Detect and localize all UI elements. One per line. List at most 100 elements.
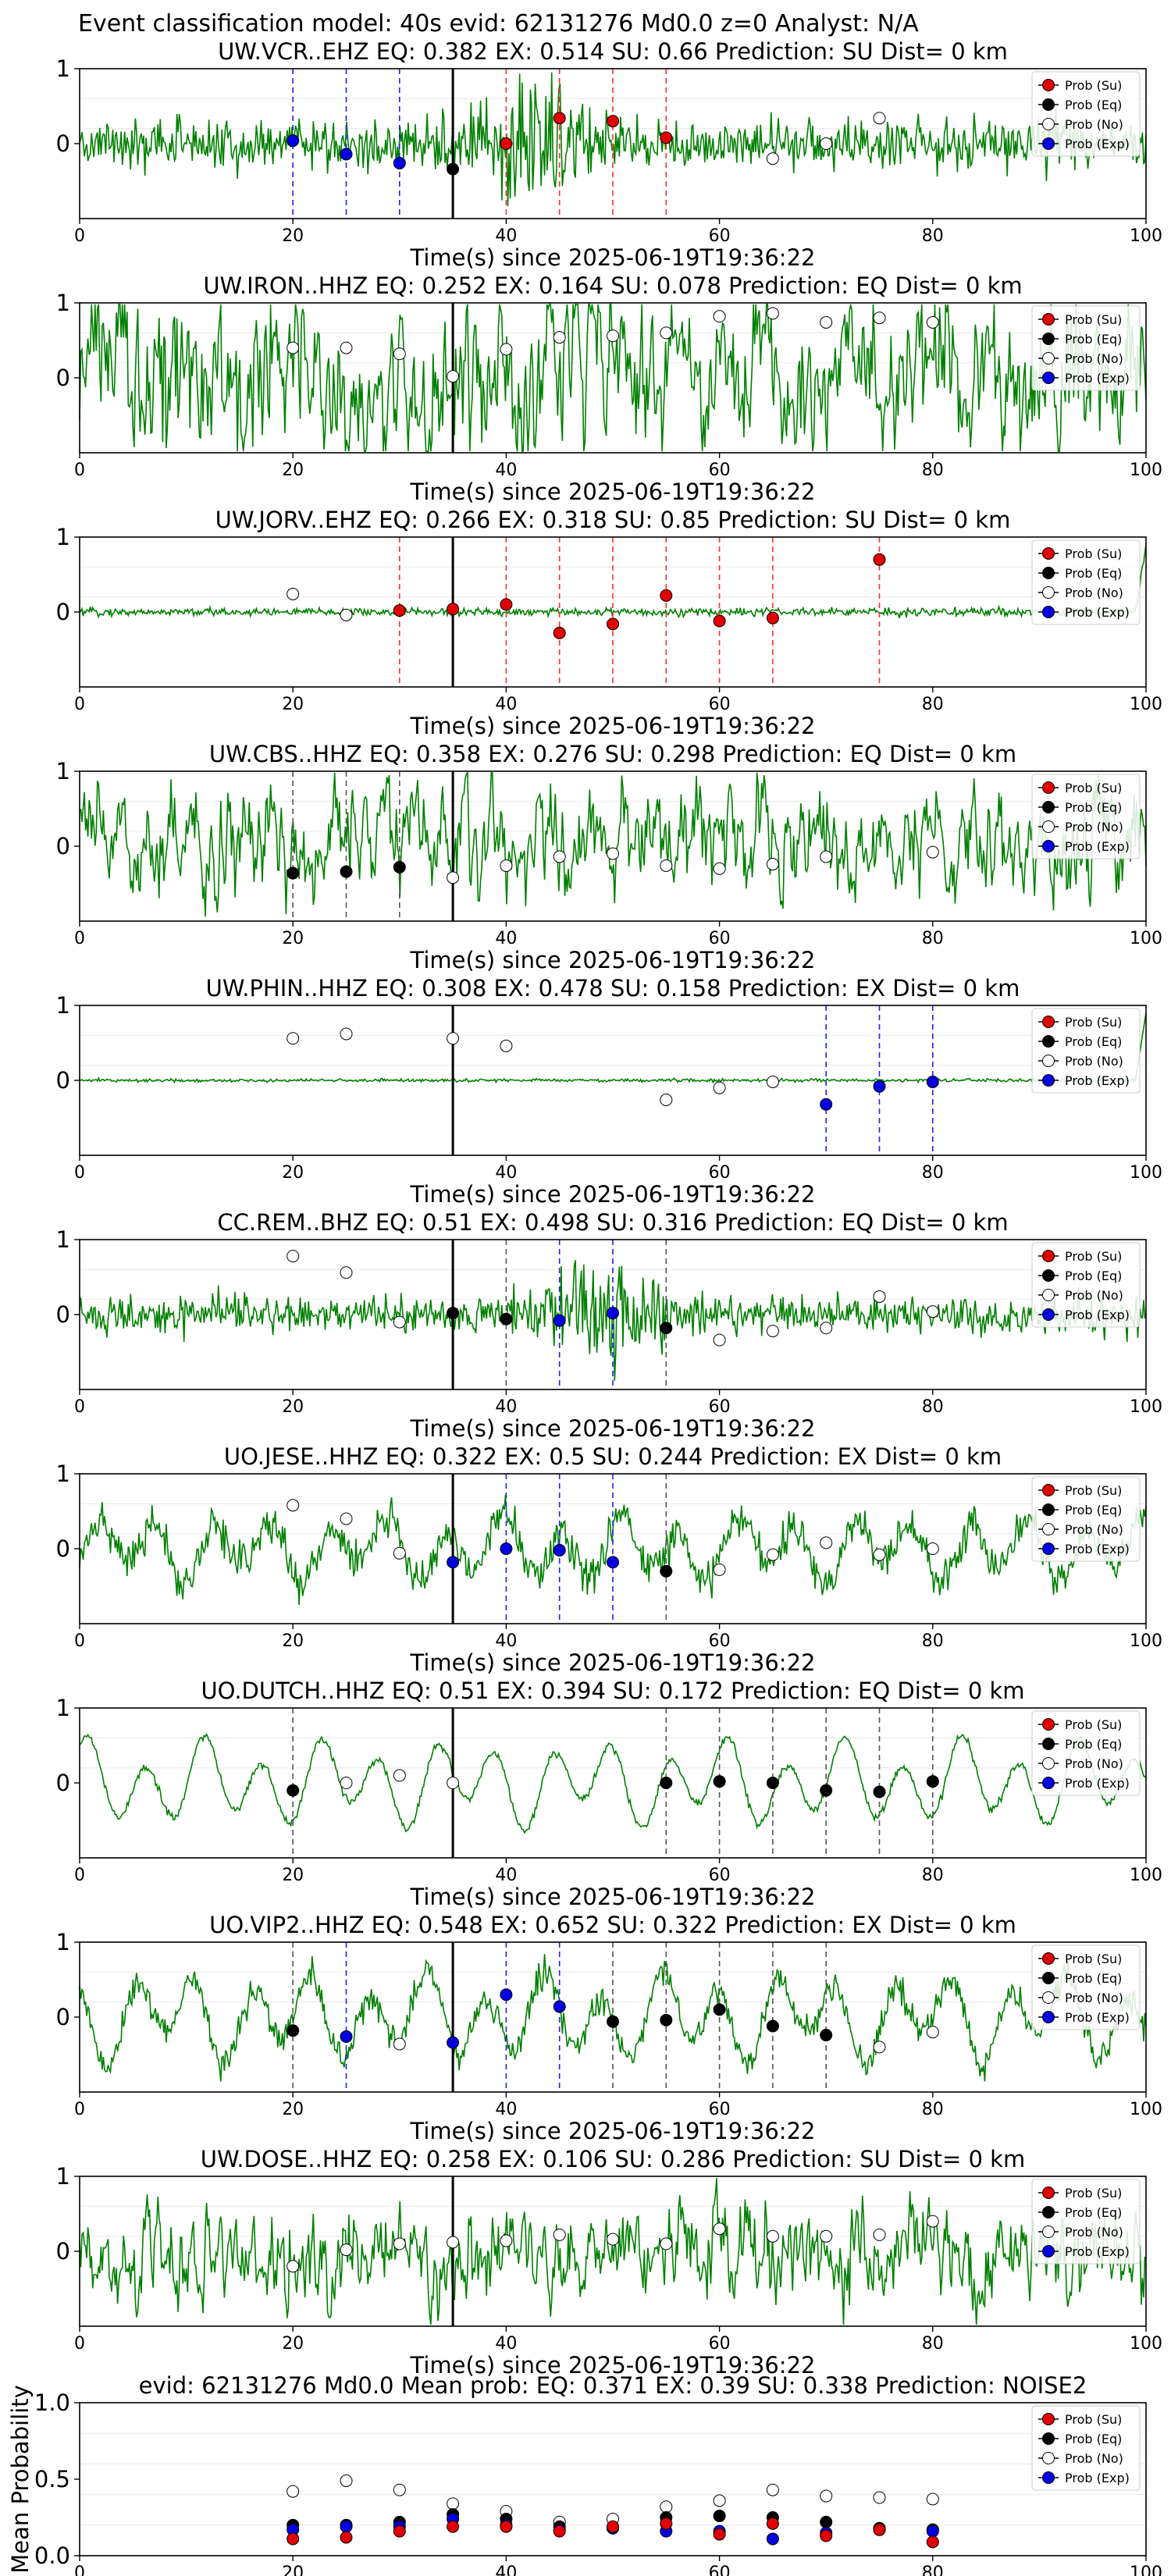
mean-prob-point-no <box>340 2474 353 2487</box>
mean-prob-point-exp <box>926 2524 939 2538</box>
prob-point-su <box>607 115 619 128</box>
prob-point-exp <box>340 148 353 161</box>
prob-point-eq <box>287 866 300 880</box>
legend-label-eq: Prob (Eq) <box>1065 566 1122 581</box>
station-panel: UW.VCR..EHZ EQ: 0.382 EX: 0.514 SU: 0.66… <box>56 38 1162 271</box>
panel-title: evid: 62131276 Md0.0 Mean prob: EQ: 0.37… <box>139 2372 1087 2399</box>
prob-point-eq <box>926 1775 939 1788</box>
legend-label-no: Prob (No) <box>1065 1756 1123 1771</box>
legend-label-no: Prob (No) <box>1065 1288 1123 1303</box>
x-tick-label: 100 <box>1130 1631 1162 1651</box>
legend-label-no: Prob (No) <box>1065 1522 1123 1537</box>
mean-prob-point-su <box>500 2520 513 2533</box>
x-tick-label: 80 <box>922 2334 944 2354</box>
x-tick-label: 40 <box>495 1631 517 1651</box>
y-tick-label: 1 <box>56 55 70 82</box>
legend-label-eq: Prob (Eq) <box>1065 1971 1122 1986</box>
legend-marker-no <box>1042 820 1055 833</box>
prob-point-exp <box>607 1556 619 1569</box>
seismic-trace <box>79 1733 1147 1834</box>
x-tick-label: 0 <box>74 1866 85 1885</box>
y-tick-label: 0.5 <box>34 2466 70 2492</box>
mean-prob-point-no <box>393 2483 406 2496</box>
prob-point-no <box>447 370 460 383</box>
legend: Prob (Su) Prob (Eq) Prob (No) Prob (Exp) <box>1031 1008 1141 1094</box>
legend: Prob (Su) Prob (Eq) Prob (No) Prob (Exp) <box>1031 71 1141 157</box>
x-tick-label: 20 <box>282 1397 304 1417</box>
legend-marker-exp <box>1042 1074 1055 1087</box>
prob-point-no <box>660 326 673 340</box>
y-tick-label: 1 <box>56 1929 70 1955</box>
x-tick-label: 0 <box>74 1397 85 1417</box>
legend-frame <box>1031 2405 1141 2491</box>
legend-marker-su <box>1042 547 1055 560</box>
panel-title: UW.JORV..EHZ EQ: 0.266 EX: 0.318 SU: 0.8… <box>215 507 1011 533</box>
legend-label-exp: Prob (Exp) <box>1065 371 1130 386</box>
legend-marker-su <box>1042 781 1055 794</box>
prob-point-eq <box>820 1784 833 1797</box>
seismic-trace <box>79 303 1147 453</box>
prob-point-exp <box>926 1075 939 1088</box>
legend-marker-su <box>1042 1952 1055 1965</box>
x-tick-label: 0 <box>74 461 85 480</box>
axes-frame <box>79 1707 1147 1859</box>
legend-label-exp: Prob (Exp) <box>1065 137 1130 151</box>
prob-point-no <box>393 1546 406 1560</box>
panel-title: UO.JESE..HHZ EQ: 0.322 EX: 0.5 SU: 0.244… <box>224 1443 1002 1470</box>
station-panel: UO.VIP2..HHZ EQ: 0.548 EX: 0.652 SU: 0.3… <box>56 1912 1162 2144</box>
y-tick-label: 0 <box>56 2004 70 2030</box>
prob-point-no <box>713 1563 726 1576</box>
prob-point-eq <box>660 1777 673 1789</box>
x-tick-label: 40 <box>495 2334 517 2354</box>
prob-point-no <box>766 858 779 871</box>
prob-point-no <box>447 2236 460 2249</box>
legend-frame <box>1031 71 1141 157</box>
station-panel: UW.CBS..HHZ EQ: 0.358 EX: 0.276 SU: 0.29… <box>56 741 1162 973</box>
x-axis-label: Time(s) since 2025-06-19T19:36:22 <box>410 479 816 505</box>
legend-marker-eq <box>1042 1503 1055 1516</box>
legend-marker-no <box>1042 1523 1055 1535</box>
legend-frame <box>1031 305 1141 391</box>
prob-point-no <box>340 1027 353 1041</box>
prob-point-exp <box>447 1556 460 1569</box>
prob-point-exp <box>340 2030 353 2043</box>
prob-point-su <box>660 589 673 602</box>
prob-point-su <box>447 603 460 616</box>
x-tick-label: 80 <box>922 1163 944 1183</box>
prob-point-su <box>393 604 406 617</box>
prob-point-no <box>820 315 833 329</box>
x-tick-label: 100 <box>1130 461 1162 480</box>
prob-point-su <box>553 626 566 639</box>
mean-prob-point-no <box>766 2483 779 2496</box>
prob-point-no <box>287 2260 300 2273</box>
x-tick-label: 80 <box>922 1866 944 1885</box>
x-tick-label: 60 <box>709 929 731 948</box>
prob-point-exp <box>500 1988 513 2001</box>
station-panel: UW.PHIN..HHZ EQ: 0.308 EX: 0.478 SU: 0.1… <box>56 975 1162 1208</box>
legend-label-no: Prob (No) <box>1065 117 1123 132</box>
prob-point-no <box>287 587 300 600</box>
legend-label-eq: Prob (Eq) <box>1065 1503 1122 1517</box>
prob-point-no <box>926 1542 939 1555</box>
prob-point-no <box>340 608 353 621</box>
legend-label-eq: Prob (Eq) <box>1065 98 1122 112</box>
legend-frame <box>1031 1008 1141 1094</box>
panel-title: UW.DOSE..HHZ EQ: 0.258 EX: 0.106 SU: 0.2… <box>201 2146 1025 2172</box>
legend-marker-su <box>1042 1718 1055 1731</box>
legend-label-su: Prob (Su) <box>1065 312 1122 327</box>
x-tick-label: 40 <box>495 1163 517 1183</box>
mean-prob-point-eq <box>713 2510 726 2523</box>
mean-prob-point-no <box>820 2489 833 2503</box>
prob-point-no <box>766 1548 779 1561</box>
x-tick-label: 0 <box>74 695 85 714</box>
legend-label-eq: Prob (Eq) <box>1065 1268 1122 1283</box>
legend-label-exp: Prob (Exp) <box>1065 2244 1130 2259</box>
prob-point-eq <box>393 860 406 873</box>
legend-frame <box>1031 1710 1141 1796</box>
x-axis-label: Time(s) since 2025-06-19T19:36:22 <box>410 2118 816 2144</box>
legend-marker-exp <box>1042 2245 1055 2258</box>
prob-point-no <box>500 1039 513 1052</box>
x-tick-label: 100 <box>1130 1397 1162 1417</box>
x-tick-label: 40 <box>495 929 517 948</box>
legend-marker-su <box>1042 1250 1055 1262</box>
